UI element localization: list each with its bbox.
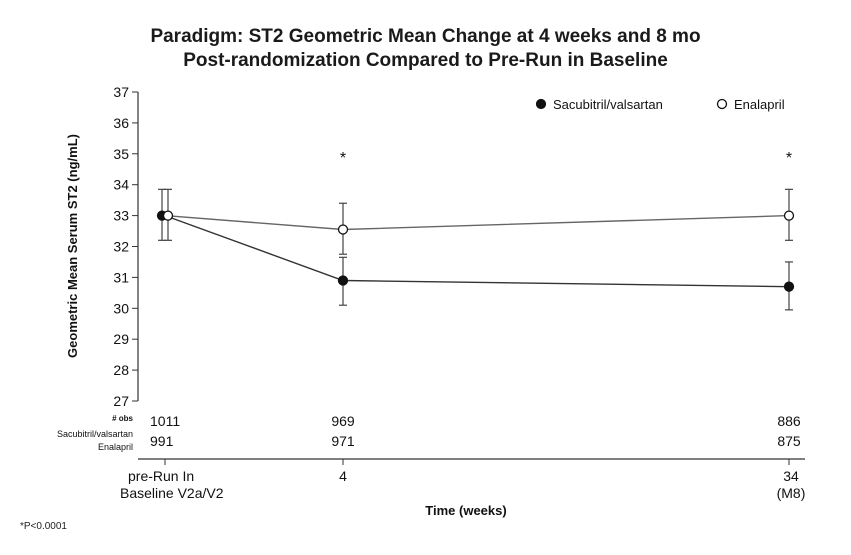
significance-marker: * bbox=[340, 150, 346, 167]
obs-row-label: Sacubitril/valsartan bbox=[57, 429, 133, 439]
series-line bbox=[164, 214, 790, 231]
x-tick-label: 4 bbox=[339, 468, 347, 484]
y-tick-label: 28 bbox=[113, 362, 129, 378]
significance-marker: * bbox=[786, 150, 792, 167]
data-point bbox=[337, 275, 349, 286]
data-point bbox=[783, 281, 795, 292]
y-tick-label: 33 bbox=[113, 208, 129, 224]
obs-cell: 969 bbox=[331, 413, 355, 429]
obs-table-header: # obs bbox=[112, 414, 133, 423]
chart-title-line-1: Paradigm: ST2 Geometric Mean Change at 4… bbox=[150, 26, 701, 47]
y-axis-label: Geometric Mean Serum ST2 (ng/mL) bbox=[65, 134, 80, 358]
obs-cell: 886 bbox=[777, 413, 801, 429]
data-point bbox=[162, 210, 174, 221]
legend-marker-open bbox=[716, 98, 728, 110]
y-tick-label: 31 bbox=[113, 269, 129, 285]
x-tick-label: (M8) bbox=[777, 485, 806, 501]
y-tick-label: 27 bbox=[113, 393, 129, 409]
series-line bbox=[164, 214, 790, 288]
x-tick-label: 34 bbox=[783, 468, 799, 484]
obs-row-label: Enalapril bbox=[98, 442, 133, 452]
legend-label: Enalapril bbox=[734, 97, 785, 112]
y-tick-label: 29 bbox=[113, 331, 129, 347]
obs-cell: 991 bbox=[150, 433, 174, 449]
obs-cell: 971 bbox=[331, 433, 355, 449]
y-tick-label: 36 bbox=[113, 115, 129, 131]
x-tick-label: Baseline V2a/V2 bbox=[120, 485, 224, 501]
x-axis-label: Time (weeks) bbox=[425, 503, 506, 518]
obs-cell: 875 bbox=[777, 433, 801, 449]
data-point bbox=[783, 210, 795, 221]
y-tick-label: 34 bbox=[113, 177, 129, 193]
y-tick-label: 35 bbox=[113, 146, 129, 162]
y-tick-label: 32 bbox=[113, 239, 129, 255]
series-enalapril bbox=[164, 188, 793, 255]
legend-marker-filled bbox=[535, 98, 547, 110]
y-tick-label: 30 bbox=[113, 300, 129, 316]
y-tick-label: 37 bbox=[113, 84, 129, 100]
legend-label: Sacubitril/valsartan bbox=[553, 97, 663, 112]
data-point bbox=[337, 224, 349, 235]
footnote: *P<0.0001 bbox=[20, 521, 67, 532]
x-tick-label: pre-Run In bbox=[128, 468, 194, 484]
chart-title-line-2: Post-randomization Compared to Pre-Run i… bbox=[183, 50, 668, 71]
series-sacubitril-valsartan bbox=[158, 188, 793, 311]
obs-cell: 1011 bbox=[150, 413, 180, 429]
